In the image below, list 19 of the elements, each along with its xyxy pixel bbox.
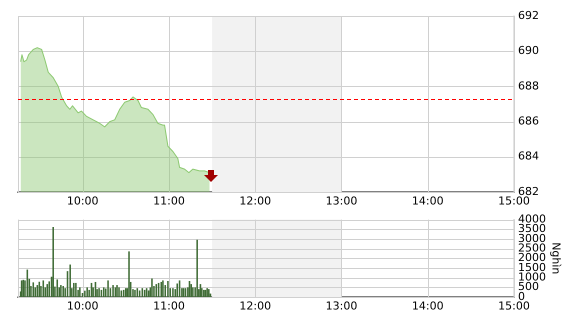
x-tick-label: 13:00 [326,299,358,312]
y-axis-title: Nghìn [550,242,563,274]
x-tick-label: 10:00 [66,299,99,312]
x-tick-label: 10:00 [66,194,99,208]
y-tick-label: 692 [518,8,539,22]
x-tick-label: 11:00 [153,299,185,312]
y-tick-label: 688 [518,79,539,92]
y-tick-label: 686 [518,114,539,128]
x-tick-label: 12:00 [239,299,272,312]
y-tick-label: 690 [518,44,539,58]
x-tick-label: 12:00 [239,194,272,208]
x-tick-label: 15:00 [498,194,530,208]
x-tick-label: 14:00 [412,299,444,312]
y-tick-label: 500 [518,280,539,294]
x-tick-label: 13:00 [326,194,358,208]
y-tick-label: 684 [518,150,539,163]
x-tick-label: 14:00 [412,194,444,208]
x-tick-label: 15:00 [498,299,530,312]
x-tick-label: 11:00 [153,194,185,208]
